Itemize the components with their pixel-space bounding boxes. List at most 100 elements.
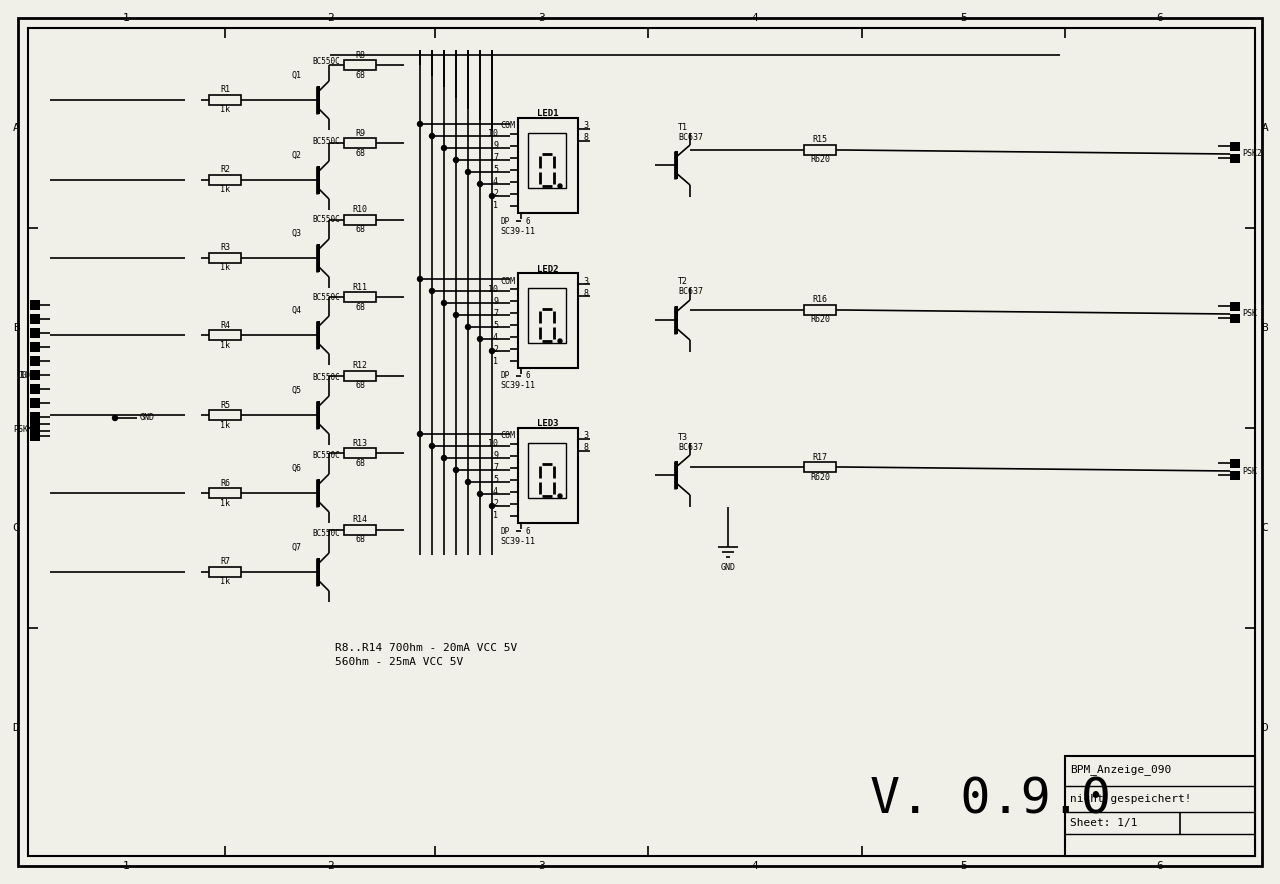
- Text: SC39-11: SC39-11: [500, 226, 535, 235]
- Circle shape: [558, 184, 562, 188]
- Text: 1k: 1k: [220, 340, 230, 349]
- Bar: [675, 461, 678, 489]
- Bar: [344, 215, 376, 225]
- Bar: [29, 314, 40, 324]
- Text: BC550C: BC550C: [312, 530, 339, 538]
- Circle shape: [442, 301, 447, 306]
- Text: C: C: [1262, 523, 1268, 533]
- Text: R8..R14 700hm - 20mA VCC 5V: R8..R14 700hm - 20mA VCC 5V: [335, 643, 517, 653]
- Text: A: A: [13, 123, 19, 133]
- Text: R6: R6: [220, 478, 230, 487]
- Text: 6: 6: [1157, 861, 1164, 871]
- Text: Q2: Q2: [292, 150, 302, 159]
- Text: R8: R8: [355, 50, 365, 59]
- Bar: [209, 95, 241, 105]
- Bar: [529, 133, 566, 188]
- Text: 1: 1: [123, 13, 129, 23]
- Text: 3: 3: [582, 431, 588, 440]
- Text: LED3: LED3: [538, 420, 559, 429]
- Circle shape: [417, 431, 422, 437]
- Text: 2: 2: [493, 499, 498, 508]
- Text: 68: 68: [355, 382, 365, 391]
- Text: 1k: 1k: [220, 499, 230, 507]
- Text: 560hm - 25mA VCC 5V: 560hm - 25mA VCC 5V: [335, 657, 463, 667]
- Circle shape: [417, 121, 422, 126]
- Bar: [317, 321, 320, 349]
- Bar: [317, 86, 320, 114]
- Text: 68: 68: [355, 225, 365, 234]
- Text: 1: 1: [123, 861, 129, 871]
- Text: 68: 68: [355, 149, 365, 157]
- Text: 5: 5: [960, 861, 966, 871]
- Text: Q1: Q1: [292, 71, 302, 80]
- Bar: [1230, 459, 1240, 468]
- Text: D: D: [1262, 723, 1268, 733]
- Text: 1: 1: [493, 202, 498, 210]
- Text: nicht gespeichert!: nicht gespeichert!: [1070, 794, 1192, 804]
- Circle shape: [466, 170, 471, 174]
- Circle shape: [466, 324, 471, 330]
- Bar: [29, 356, 40, 366]
- Bar: [317, 244, 320, 272]
- Text: PSK2: PSK2: [1242, 149, 1262, 158]
- Text: 6: 6: [1157, 13, 1164, 23]
- Bar: [1230, 154, 1240, 163]
- Text: 1: 1: [493, 512, 498, 521]
- Text: 2: 2: [326, 861, 333, 871]
- Text: 1k: 1k: [220, 577, 230, 586]
- Bar: [209, 488, 241, 498]
- Bar: [529, 443, 566, 498]
- Circle shape: [477, 492, 483, 497]
- Text: 9: 9: [493, 452, 498, 461]
- Circle shape: [466, 479, 471, 484]
- Circle shape: [430, 288, 434, 293]
- Text: 5: 5: [493, 165, 498, 174]
- Text: 1k: 1k: [220, 105, 230, 115]
- Text: BC550C: BC550C: [312, 138, 339, 147]
- Text: 4: 4: [493, 487, 498, 497]
- Text: R16: R16: [813, 295, 827, 304]
- Circle shape: [558, 339, 562, 343]
- Text: D: D: [13, 723, 19, 733]
- Bar: [344, 292, 376, 302]
- Text: R1: R1: [220, 86, 230, 95]
- Text: Q5: Q5: [292, 385, 302, 394]
- Text: R3: R3: [220, 243, 230, 253]
- Text: 10: 10: [488, 285, 498, 293]
- Text: COM: COM: [500, 121, 515, 131]
- Text: 68: 68: [355, 71, 365, 80]
- Circle shape: [442, 146, 447, 150]
- Circle shape: [430, 133, 434, 139]
- Bar: [317, 479, 320, 507]
- Text: T2: T2: [678, 278, 689, 286]
- Bar: [209, 253, 241, 263]
- Bar: [209, 410, 241, 420]
- Text: GND: GND: [140, 414, 155, 423]
- Bar: [344, 448, 376, 458]
- Text: R620: R620: [810, 473, 829, 482]
- Bar: [675, 151, 678, 179]
- Bar: [29, 398, 40, 408]
- Text: 4: 4: [751, 861, 758, 871]
- Text: 7: 7: [493, 463, 498, 473]
- Text: 9: 9: [493, 296, 498, 306]
- Circle shape: [442, 455, 447, 461]
- Bar: [529, 288, 566, 343]
- Bar: [1230, 314, 1240, 323]
- Text: PSK: PSK: [1242, 467, 1257, 476]
- Circle shape: [558, 494, 562, 498]
- Text: BC550C: BC550C: [312, 57, 339, 66]
- Bar: [804, 305, 836, 315]
- Text: BC637: BC637: [678, 287, 703, 296]
- Bar: [209, 330, 241, 340]
- Text: R17: R17: [813, 453, 827, 461]
- Bar: [317, 401, 320, 429]
- Circle shape: [477, 181, 483, 187]
- Circle shape: [477, 337, 483, 341]
- Bar: [518, 428, 579, 523]
- Circle shape: [417, 277, 422, 281]
- Bar: [518, 118, 579, 213]
- Bar: [1230, 471, 1240, 480]
- Bar: [317, 166, 320, 194]
- Text: T3: T3: [678, 432, 689, 441]
